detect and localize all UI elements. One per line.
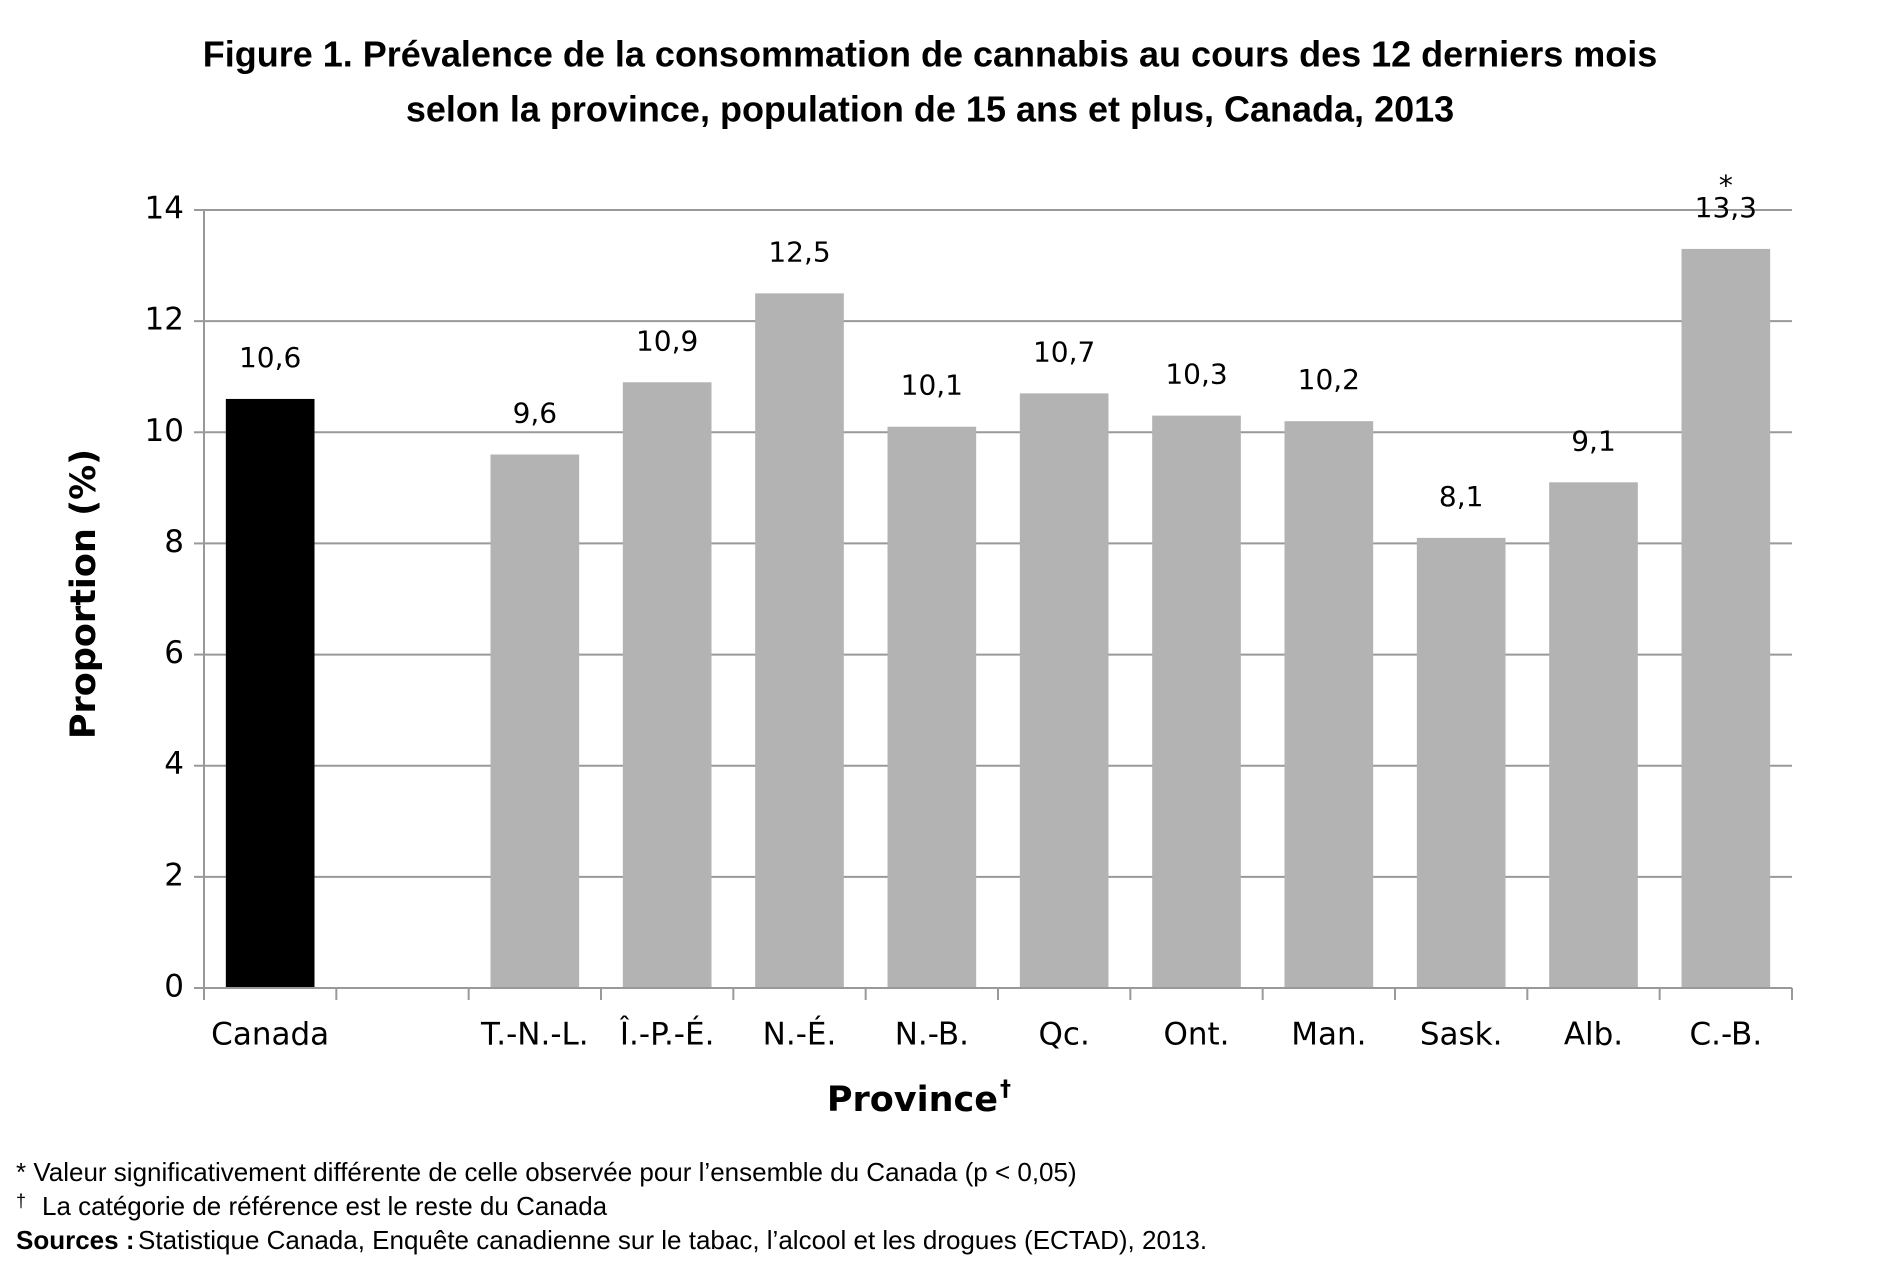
y-tick-label: 14	[145, 191, 184, 227]
significance-marker: *	[1719, 169, 1733, 202]
x-tick-label: Qc.	[1039, 1017, 1090, 1053]
bar	[225, 398, 315, 988]
bar	[1152, 415, 1241, 989]
x-tick-label: Sask.	[1420, 1017, 1503, 1053]
y-tick-label: 2	[164, 857, 184, 893]
x-tick-label: N.-É.	[763, 1017, 837, 1053]
value-label: 8,1	[1439, 480, 1484, 513]
x-tick-label: Canada	[211, 1017, 329, 1053]
bar	[887, 426, 977, 988]
x-tick-label: Î.-P.-É.	[619, 1017, 715, 1053]
bar	[1416, 537, 1506, 988]
x-tick-label: Alb.	[1564, 1017, 1623, 1053]
x-axis-label-superscript: †	[1000, 1077, 1011, 1102]
value-label: 10,9	[636, 324, 698, 357]
value-label: 10,2	[1298, 363, 1360, 396]
y-tick-label: 12	[145, 302, 184, 338]
x-tick-label: T.-N.-L.	[480, 1017, 589, 1053]
value-label: 10,6	[239, 341, 301, 374]
footnote: * Valeur significativement différente de…	[16, 1157, 1077, 1187]
chart-title: Figure 1. Prévalence de la consommation …	[203, 34, 1658, 75]
x-tick-label: N.-B.	[895, 1017, 969, 1053]
value-label: 9,1	[1571, 424, 1616, 457]
y-tick-label: 6	[164, 635, 184, 671]
x-tick-label: Man.	[1291, 1017, 1366, 1053]
value-label: 12,5	[768, 235, 830, 268]
y-tick-label: 0	[164, 969, 184, 1005]
bar	[1284, 421, 1374, 989]
chart-title: selon la province, population de 15 ans …	[406, 89, 1454, 130]
bar	[1549, 482, 1638, 988]
y-tick-label: 4	[164, 746, 184, 782]
footnote-symbol: †	[16, 1191, 26, 1211]
bar	[755, 293, 844, 988]
y-tick-label: 10	[145, 413, 184, 449]
bar	[1681, 248, 1771, 988]
footnote: La catégorie de référence est le reste d…	[42, 1191, 608, 1221]
x-tick-label: C.-B.	[1689, 1017, 1762, 1053]
value-label: 10,3	[1165, 358, 1227, 391]
value-label: 13,3	[1695, 191, 1757, 224]
y-axis-label: Proportion (%)	[64, 449, 104, 739]
bar	[490, 454, 580, 988]
x-tick-label: Ont.	[1163, 1017, 1229, 1053]
value-label: 9,6	[513, 397, 558, 430]
sources: Statistique Canada, Enquête canadienne s…	[138, 1225, 1207, 1255]
value-label: 10,1	[901, 369, 963, 402]
x-axis-label: Province	[827, 1080, 998, 1120]
bar	[1019, 393, 1109, 988]
y-tick-label: 8	[164, 524, 184, 560]
bar	[622, 382, 712, 988]
sources-label: Sources :	[16, 1225, 135, 1255]
value-label: 10,7	[1033, 335, 1095, 368]
